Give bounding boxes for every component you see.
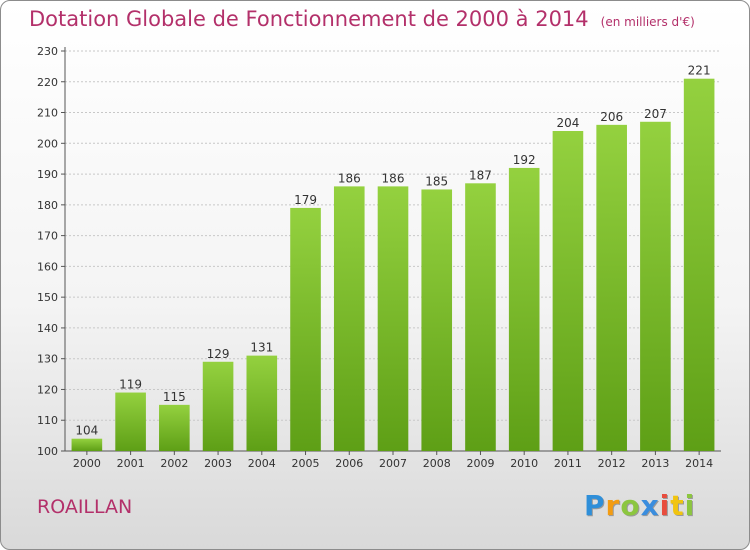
- x-tick-label: 2004: [248, 457, 276, 470]
- x-tick-label: 2012: [598, 457, 626, 470]
- bar-value-label: 129: [207, 347, 230, 361]
- bar: [246, 355, 278, 451]
- bar: [508, 167, 540, 451]
- chart-subtitle: (en milliers d'€): [600, 15, 695, 29]
- y-tick-label: 200: [37, 137, 58, 150]
- y-tick-label: 180: [37, 199, 58, 212]
- y-tick-label: 220: [37, 76, 58, 89]
- y-tick-label: 170: [37, 230, 58, 243]
- logo-letter: r: [605, 489, 621, 522]
- bar: [465, 183, 496, 452]
- bar: [640, 121, 671, 452]
- x-tick-label: 2001: [117, 457, 145, 470]
- bar: [421, 189, 453, 451]
- logo-letter: x: [640, 489, 660, 522]
- y-tick-label: 160: [37, 260, 58, 273]
- x-tick-label: 2007: [379, 457, 407, 470]
- y-tick-label: 210: [37, 107, 58, 120]
- bar-value-label: 206: [600, 110, 623, 124]
- x-tick-label: 2002: [160, 457, 188, 470]
- y-tick-label: 120: [37, 383, 58, 396]
- bar: [596, 124, 627, 451]
- bar: [71, 438, 103, 451]
- bar: [552, 131, 584, 451]
- bar-value-label: 131: [250, 341, 273, 355]
- y-tick-label: 190: [37, 168, 58, 181]
- bar-value-label: 104: [75, 424, 98, 438]
- y-tick-label: 230: [37, 45, 58, 58]
- bar-value-label: 185: [425, 174, 448, 188]
- bar: [290, 207, 321, 451]
- bar: [159, 404, 190, 451]
- bar: [377, 186, 409, 451]
- y-tick-label: 150: [37, 291, 58, 304]
- bar-value-label: 179: [294, 193, 317, 207]
- chart-title: Dotation Globale de Fonctionnement de 20…: [29, 7, 695, 31]
- bar-value-label: 192: [513, 153, 536, 167]
- logo-letter: i: [684, 489, 696, 522]
- y-tick-label: 110: [37, 414, 58, 427]
- logo-letter: P: [584, 489, 606, 522]
- x-tick-label: 2010: [510, 457, 538, 470]
- logo-letter: t: [670, 489, 685, 522]
- bar-value-label: 119: [119, 378, 142, 392]
- bar: [683, 78, 715, 451]
- x-tick-label: 2006: [335, 457, 363, 470]
- bar-value-label: 204: [556, 116, 579, 130]
- bar-value-label: 186: [338, 171, 361, 185]
- y-tick-label: 140: [37, 322, 58, 335]
- x-tick-label: 2014: [685, 457, 713, 470]
- x-tick-label: 2009: [466, 457, 494, 470]
- title-text: Dotation Globale de Fonctionnement de 20…: [29, 7, 589, 31]
- place-name: ROAILLAN: [37, 496, 133, 518]
- x-tick-label: 2003: [204, 457, 232, 470]
- x-tick-label: 2005: [292, 457, 320, 470]
- bar: [115, 392, 146, 451]
- proxiti-logo: Proxiti: [584, 489, 695, 522]
- logo-letter: i: [659, 489, 671, 522]
- bar: [333, 186, 365, 451]
- y-tick-label: 130: [37, 353, 58, 366]
- bar-value-label: 207: [644, 107, 667, 121]
- x-tick-label: 2000: [73, 457, 101, 470]
- x-tick-label: 2011: [554, 457, 582, 470]
- bar-value-label: 187: [469, 168, 492, 182]
- x-tick-label: 2013: [641, 457, 669, 470]
- y-tick-label: 100: [37, 445, 58, 458]
- bar-value-label: 186: [382, 171, 405, 185]
- x-tick-label: 2008: [423, 457, 451, 470]
- labels: 100 110 120 130 140 150 160 170 180 190 200 210 220 2…: [37, 45, 713, 470]
- bar-value-label: 115: [163, 390, 186, 404]
- bars: [71, 78, 715, 452]
- logo-letter: o: [620, 489, 641, 522]
- bar: [202, 361, 234, 451]
- bar-value-label: 221: [688, 64, 711, 78]
